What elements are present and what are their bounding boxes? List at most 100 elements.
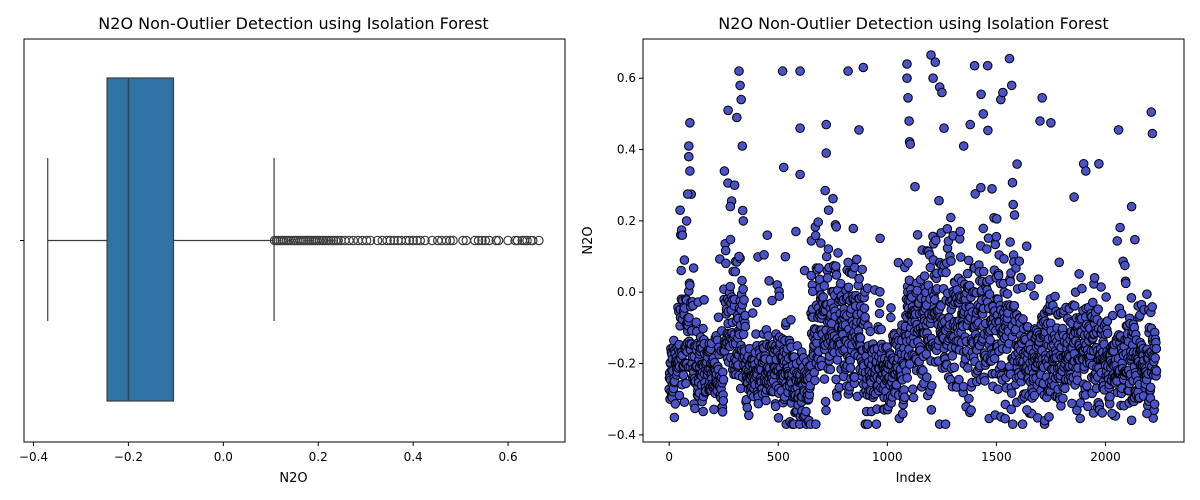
iqr-box [106,77,175,402]
scatter-y-ticks: −0.4 −0.2 0.0 0.2 0.4 0.6 [607,71,643,442]
data-point [811,419,821,430]
outlier-point [314,235,325,246]
data-point [739,295,749,305]
data-point [1018,314,1028,324]
data-point [684,141,694,151]
data-point [744,410,754,421]
data-point [1046,118,1056,128]
data-point [859,303,870,314]
data-point [685,118,695,128]
data-point [1145,382,1156,393]
data-point [910,181,920,192]
data-point [780,251,791,262]
data-point [886,312,896,323]
data-point [1044,412,1054,422]
data-point [1097,408,1107,418]
outlier-point [534,235,544,246]
data-point [1002,289,1013,299]
data-point [682,189,693,199]
x-tick-label: 0.0 [214,450,233,464]
data-point [1060,383,1070,394]
data-point [1126,415,1137,426]
data-point [1094,159,1104,169]
data-point [725,234,736,245]
data-point [801,406,811,417]
data-point [874,308,885,319]
data-point [843,257,853,268]
data-point [799,265,810,276]
data-point [898,408,908,419]
data-point [1082,381,1092,391]
outlier-point [330,235,341,246]
data-point [814,263,824,273]
data-point [858,62,869,73]
data-point [1147,128,1158,139]
data-point [942,224,953,234]
data-point [1006,80,1017,91]
outlier-point [401,235,411,246]
data-point [893,257,904,268]
data-point [791,226,801,237]
data-point [762,230,773,240]
data-point [719,166,730,176]
data-point [1149,399,1160,410]
outlier-point [510,235,520,246]
data-point [786,315,796,325]
data-point [774,291,785,302]
data-point [1069,192,1079,202]
data-point [902,373,913,383]
data-point [729,180,740,190]
scatter-x-ticks: 0 500 1000 1500 2000 [665,442,1121,464]
outlier-point [361,235,372,246]
data-point [970,189,981,199]
data-point [1026,281,1036,291]
data-point [908,384,918,395]
data-point [1058,393,1068,404]
data-point [816,238,826,248]
data-point [1101,292,1111,302]
data-point [1072,405,1082,416]
data-point [1004,53,1015,64]
outlier-point [480,235,491,246]
data-point [874,298,885,308]
outlier-point [512,235,523,246]
data-point [1075,413,1085,424]
data-point [773,413,784,423]
data-point [982,244,992,254]
data-point [1029,390,1040,401]
data-point [681,216,692,226]
data-point [810,230,821,241]
data-point [747,308,758,318]
data-point [677,230,688,240]
data-point [871,419,882,430]
data-point [1035,116,1045,126]
x-tick-label: 0 [665,450,673,464]
data-point [1150,353,1160,363]
data-point [795,123,805,133]
data-point [1142,289,1152,300]
data-point [904,116,914,126]
data-point [698,323,708,334]
data-point [820,185,831,196]
data-point [1130,234,1140,245]
outlier-point [458,235,468,246]
data-point [899,392,910,403]
y-tick-label: 0.4 [617,143,636,157]
y-tick-label: 0.6 [617,71,636,85]
data-point [778,162,789,173]
data-point [813,217,824,227]
data-point [821,148,832,158]
data-point [1147,302,1157,312]
outlier-point [328,235,339,246]
data-point [688,263,699,273]
outlier-point [348,235,359,246]
data-point [1146,107,1157,117]
data-point [759,250,769,260]
data-point [676,265,687,276]
data-point [1009,210,1020,220]
y-tick-label: 0.0 [617,285,636,299]
data-point [742,402,753,413]
data-point [767,295,777,306]
outlier-point [493,235,504,246]
